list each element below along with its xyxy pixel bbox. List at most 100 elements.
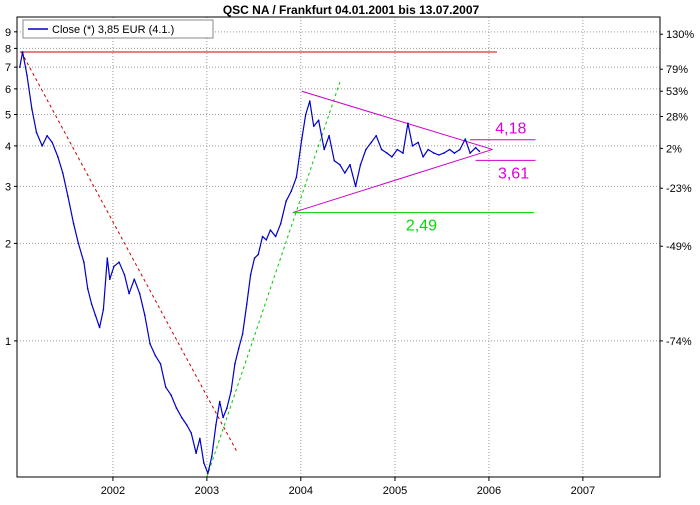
series-point [333,159,336,162]
series-point [448,148,451,151]
series-point [234,363,236,365]
series-line [19,51,480,474]
y-tick-label: 3 [5,181,11,193]
series-point [257,253,260,256]
y-right-tick-label: 28% [666,111,688,123]
series-point [269,229,272,231]
series-point [261,235,264,238]
series-point [253,257,256,260]
y-axis-left: 9 8 7 6 5 4 3 2 1 [5,27,17,348]
series-point [67,195,69,197]
series-point [175,407,178,409]
triangle-upper [301,90,493,150]
series-point [427,148,430,151]
x-tick-label: 2005 [383,485,407,497]
x-tick-label: 2007 [571,485,595,497]
overlays: 4,18 3,61 2,49 [19,51,536,478]
plot-frame [16,16,661,478]
y-right-tick-label: -49% [666,241,692,253]
series-point [86,287,89,290]
series-point [422,156,424,158]
series-point [218,400,221,403]
series-point [35,131,38,134]
series-point [226,407,228,409]
series-point [433,152,435,154]
series-point [323,148,326,151]
x-tick-label: 2002 [101,485,125,497]
series-point [304,113,307,116]
series-point [370,141,373,144]
series-point [138,292,141,295]
series-point [265,239,268,241]
series-point [443,152,445,154]
series-point [113,265,115,268]
series-point [274,235,277,238]
level-label: 3,61 [498,165,529,182]
y-tick-label: 7 [5,62,11,74]
y-right-tick-label: 79% [666,64,688,76]
series-point [77,242,80,245]
trend-line [206,81,341,478]
y-right-tick-label: 130% [666,29,694,41]
series-point [31,108,33,110]
y-tick-label: 4 [5,141,11,153]
series-point [83,261,85,264]
series-point [359,163,362,166]
y-axis-right: 130% 79% 53% 28% 2% -23% -49% -74% [660,29,694,348]
series-point [164,386,167,388]
chart-title: QSC NA / Frankfurt 04.01.2001 bis 13.07.… [223,3,480,17]
series-group [19,51,481,475]
series-point [118,261,120,264]
series-point [90,303,93,305]
series-point [215,424,217,426]
series-point [391,156,393,158]
series-point [106,257,109,260]
series-point [72,222,75,225]
series-point [144,314,146,317]
series-point [312,125,315,127]
series-point [349,163,351,166]
series-point [438,154,440,156]
series-point [469,152,471,154]
series-point [133,278,136,281]
series-point [98,326,101,329]
x-tick-label: 2004 [289,485,313,497]
level-label: 4,18 [495,121,526,138]
x-tick-label: 2003 [195,485,219,497]
series-point [474,146,477,149]
series-point [128,292,130,295]
series-point [402,152,404,154]
series-point [380,148,383,151]
series-point [411,145,414,147]
series-point [199,437,201,440]
series-point [123,274,126,276]
series-point [459,148,461,151]
series-point [94,314,97,317]
series-point [26,74,28,77]
series-point [180,416,183,419]
series-point [19,66,21,68]
series-point [290,190,293,192]
series-point [149,342,151,345]
x-tick-label: 2006 [477,485,501,497]
y-right-tick-label: 2% [666,143,682,155]
y-right-tick-label: -74% [666,336,692,348]
series-point [249,274,252,276]
series-point [339,163,341,166]
series-point [203,462,205,464]
legend-box [22,19,214,39]
series-point [222,416,224,419]
series-point [354,185,357,188]
series-point [279,222,282,225]
legend-label: Close (*) 3,85 EUR (4.1.) [52,24,174,36]
y-tick-label: 5 [5,110,11,122]
series-point [21,51,24,53]
series-point [365,148,367,151]
series-point [295,176,298,179]
series-point [154,354,157,357]
series-point [453,152,456,154]
series-point [301,138,303,140]
series-point [478,150,481,153]
